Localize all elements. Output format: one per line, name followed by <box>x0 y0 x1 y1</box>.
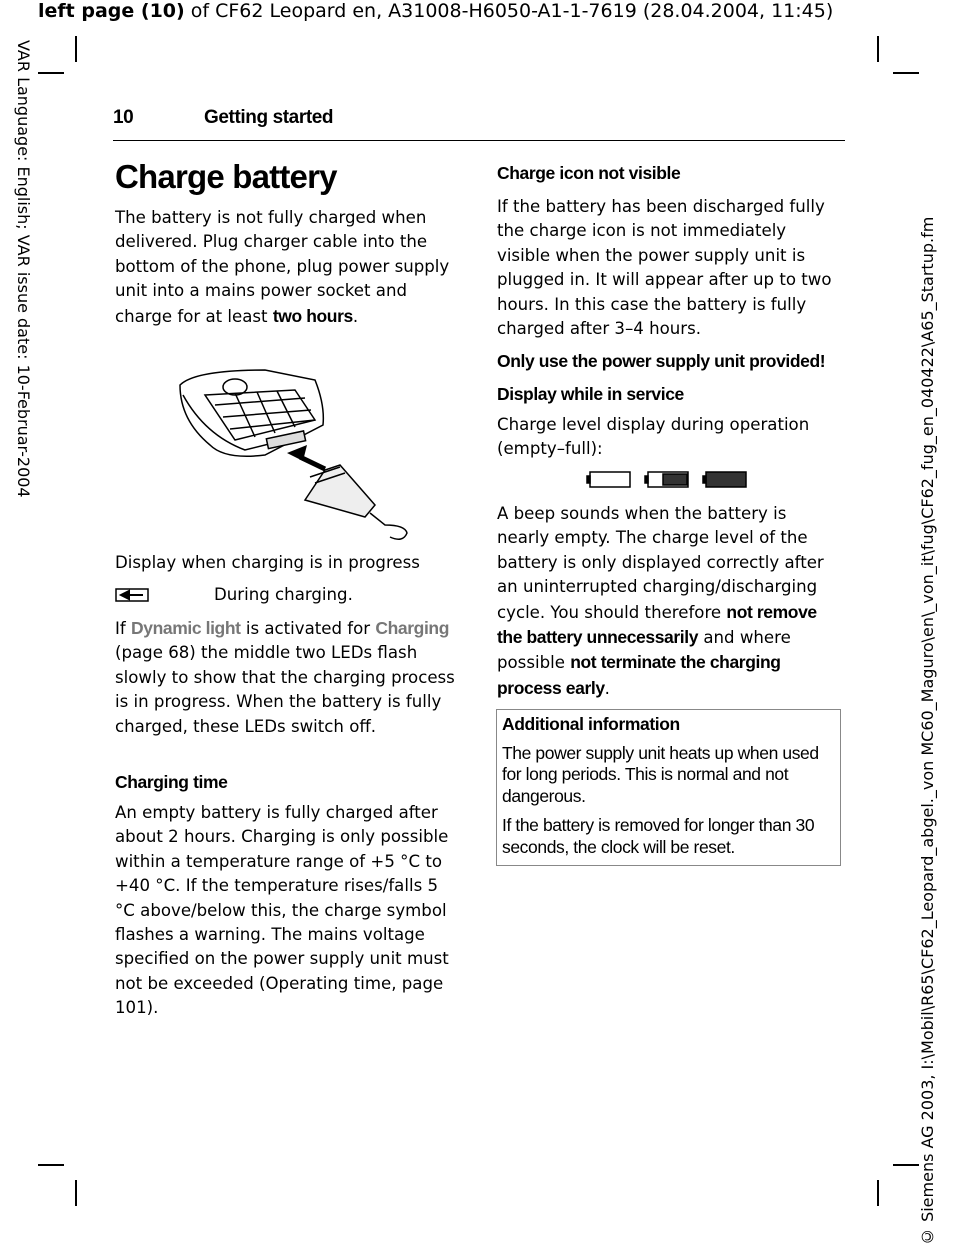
battery-level-icons <box>586 471 747 488</box>
info-paragraph: If the battery is removed for longer tha… <box>502 815 815 857</box>
crop-mark <box>75 1180 77 1206</box>
intro-paragraph: The battery is not fully charged when de… <box>115 206 460 329</box>
text-run: Dynamic light <box>131 618 241 638</box>
crop-mark <box>38 72 64 74</box>
text-run: . <box>352 306 359 326</box>
service-text: Charge level display during operation (e… <box>497 415 810 459</box>
page-title: Charge battery <box>115 158 338 195</box>
phone-illustration <box>179 369 408 540</box>
info-paragraph: The power supply unit heats up when used… <box>502 742 819 806</box>
charging-time-heading: Charging time <box>115 772 228 792</box>
text-run: . <box>604 678 610 698</box>
text-run: two hours <box>272 305 353 326</box>
text-run: not terminate the charging process early <box>497 652 781 698</box>
crop-mark <box>75 36 77 62</box>
text-run: Charging <box>375 618 449 638</box>
left-margin-text: VAR Language: English; VAR issue date: 1… <box>14 40 33 498</box>
dynamic-light-paragraph: If Dynamic light is activated for Chargi… <box>115 616 460 739</box>
text-run: The battery is not fully charged when de… <box>115 208 450 326</box>
header-bold: left page (10) <box>38 0 185 22</box>
text-run: not remove the battery unnecessarily <box>497 601 817 648</box>
crop-mark <box>893 1164 919 1166</box>
text-run: is activated for <box>240 619 376 638</box>
page-number: 10 <box>113 107 134 128</box>
crop-mark <box>893 72 919 74</box>
right-margin-text: © Siemens AG 2003, I:\Mobil\R65\CF62_Leo… <box>918 216 937 1246</box>
section-title: Getting started <box>204 107 334 128</box>
during-charging: During charging. <box>214 585 353 604</box>
display-charging: Display when charging is in progress <box>115 553 420 572</box>
text-run: If <box>115 619 132 638</box>
crop-mark <box>38 1164 64 1166</box>
icon-heading: Charge icon not visible <box>497 163 681 183</box>
top-header: left page (10) of CF62 Leopard en, A3100… <box>38 0 833 22</box>
header-rule <box>113 140 845 141</box>
crop-mark <box>877 36 879 62</box>
info-box: Additional information The power supply … <box>496 709 841 866</box>
charging-time-text: An empty battery is fully charged after … <box>115 803 449 1018</box>
warning: Only use the power supply unit provided! <box>497 351 826 371</box>
text-run: and where possible <box>497 628 791 673</box>
service-heading: Display while in service <box>497 384 684 404</box>
crop-mark <box>877 1180 879 1206</box>
beep-paragraph: A beep sounds when the battery is nearly… <box>497 502 842 701</box>
text-run: (page 68) the middle two LEDs flash slow… <box>115 643 455 736</box>
charging-icon <box>115 588 149 602</box>
info-box-title: Additional information <box>502 714 680 734</box>
icon-text: If the battery has been discharged fully… <box>497 197 832 339</box>
header-rest: of CF62 Leopard en, A31008-H6050-A1-1-76… <box>184 0 834 22</box>
text-run: A beep sounds when the battery is nearly… <box>497 504 824 622</box>
